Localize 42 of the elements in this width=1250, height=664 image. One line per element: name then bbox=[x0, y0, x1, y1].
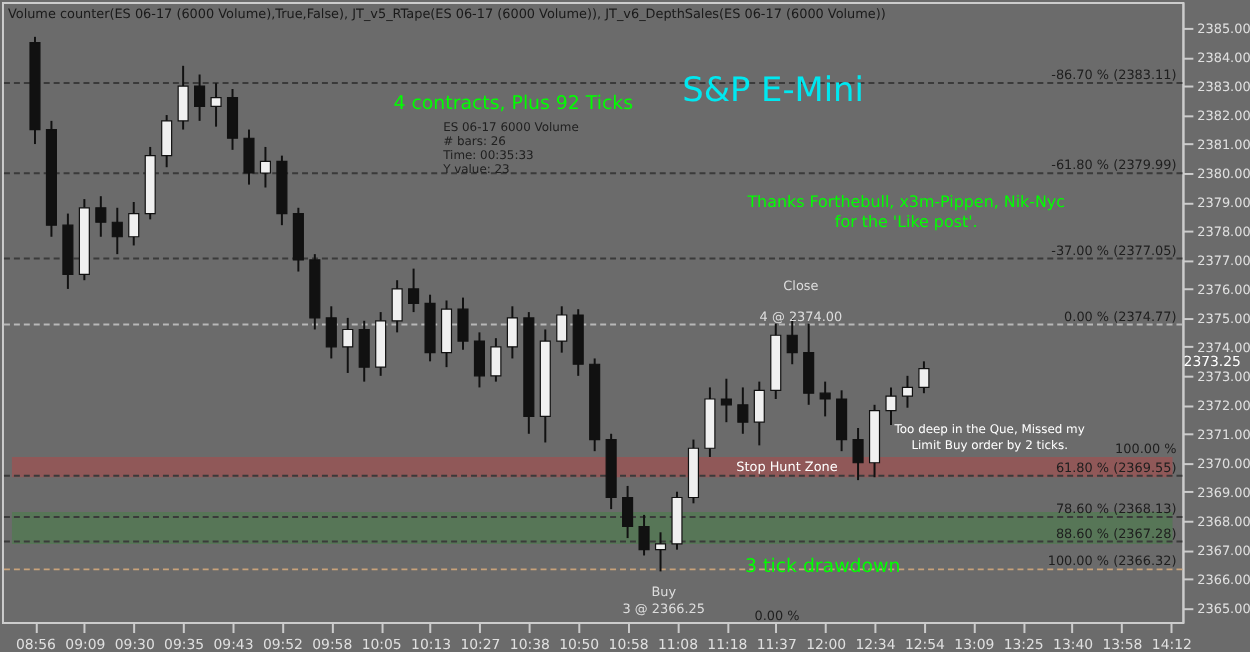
candlestick bbox=[638, 513, 650, 557]
candlestick bbox=[111, 206, 123, 256]
candlestick bbox=[490, 337, 502, 383]
candlestick bbox=[210, 82, 222, 128]
text: S&P E-Mini bbox=[682, 69, 864, 110]
candlestick bbox=[671, 490, 683, 551]
candlestick bbox=[95, 195, 107, 238]
candlestick bbox=[654, 531, 667, 573]
candlestick bbox=[226, 87, 239, 151]
candlestick bbox=[161, 114, 173, 169]
candlestick bbox=[325, 305, 337, 360]
candlestick bbox=[720, 377, 732, 424]
annotation: 4 contracts, Plus 92 Ticks bbox=[393, 93, 634, 116]
candlestick bbox=[177, 64, 189, 131]
candlestick bbox=[901, 374, 914, 409]
candlestick bbox=[342, 316, 354, 374]
candlestick bbox=[506, 305, 518, 360]
candlestick bbox=[885, 386, 897, 427]
candlestick bbox=[391, 279, 403, 334]
annotation: 3 tick drawdown bbox=[745, 556, 901, 579]
candlestick bbox=[803, 322, 815, 406]
candlestick bbox=[440, 299, 453, 369]
candlestick bbox=[819, 380, 831, 418]
candlestick bbox=[375, 311, 387, 377]
candlestick bbox=[737, 386, 749, 435]
candlestick bbox=[292, 206, 304, 273]
candlestick bbox=[358, 319, 370, 383]
annotation: for the 'Like post'. bbox=[834, 212, 978, 231]
candlestick bbox=[753, 380, 765, 447]
candlestick bbox=[852, 426, 864, 482]
candlestick bbox=[556, 305, 568, 354]
candlestick bbox=[408, 267, 420, 314]
candlestick bbox=[473, 331, 486, 389]
annotation: Thanks Forthebull, x3m-Pippen, Nik-Nyc bbox=[745, 192, 1065, 211]
candlestick bbox=[836, 389, 848, 453]
candlestick bbox=[194, 73, 206, 122]
candlestick bbox=[128, 200, 140, 247]
candlestick bbox=[457, 296, 469, 351]
candlestick bbox=[259, 145, 272, 189]
candlestick bbox=[243, 128, 255, 186]
candlestick bbox=[622, 484, 634, 540]
candlestick bbox=[918, 360, 930, 395]
